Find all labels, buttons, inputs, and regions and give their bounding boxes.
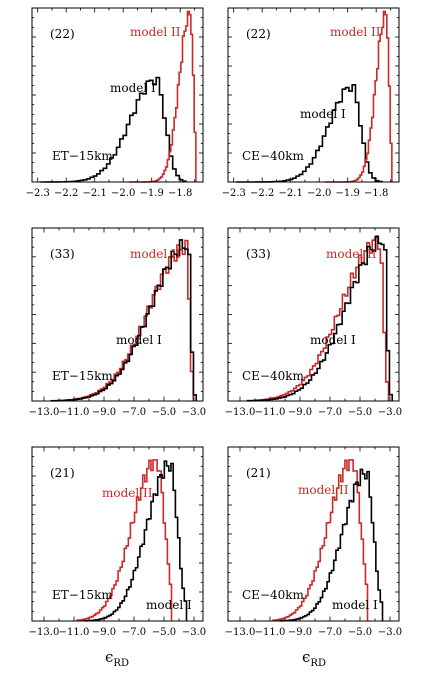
x-tick-label: −5.0 — [348, 407, 372, 418]
xlabel-right: ϵRD — [284, 648, 344, 669]
series-label: model I — [110, 81, 156, 95]
panel-p22-CE: −2.3 −2.2 −2.1 −2.0 −1.9 −1.8 (22) CE−40km model… — [222, 7, 400, 199]
panel-p22-ET: −2.3 −2.2 −2.1 −2.0 −1.9 −1.8 (22) ET−15km model… — [26, 7, 204, 199]
x-tick-label: −5.0 — [348, 627, 372, 638]
x-tick-label: −3.0 — [182, 407, 206, 418]
x-tick-label: −13.0 — [29, 407, 60, 418]
panel-p33-ET: −13.0 −11.0 −9.0 −7.0 −5.0 −3.0 (33) ET−15km mod… — [29, 227, 206, 418]
xlabel-left: ϵRD — [87, 648, 147, 669]
x-tick-label: −13.0 — [225, 627, 256, 638]
detector-label: ET−15km — [52, 149, 113, 163]
x-tick-label: −11.0 — [59, 627, 90, 638]
detector-label: ET−15km — [52, 369, 113, 383]
panel-p21-ET: −13.0 −11.0 −9.0 −7.0 −5.0 −3.0 (21) ET−15km mod… — [29, 446, 206, 638]
x-tick-label: −3.0 — [182, 627, 206, 638]
component-label: (22) — [50, 27, 75, 41]
histogram-model-I — [246, 235, 394, 402]
series-label: model II — [330, 25, 381, 39]
xlabel-symbol: ϵ — [105, 648, 114, 666]
x-tick-label: −2.2 — [54, 188, 78, 199]
series-label: model II — [326, 247, 377, 261]
series-label: model II — [102, 486, 153, 500]
x-tick-label: −7.0 — [318, 627, 342, 638]
x-tick-label: −2.3 — [222, 188, 246, 199]
component-label: (33) — [50, 247, 75, 261]
histogram-model-I — [50, 239, 198, 402]
detector-label: CE−40km — [242, 369, 305, 383]
x-tick-label: −2.2 — [250, 188, 274, 199]
xlabel-subscript: RD — [113, 658, 129, 669]
panel-p21-CE: −13.0 −11.0 −9.0 −7.0 −5.0 −3.0 (21) CE−40km mod… — [225, 446, 402, 638]
x-tick-label: −11.0 — [255, 407, 286, 418]
x-tick-label: −9.0 — [288, 407, 312, 418]
x-tick-label: −5.0 — [152, 407, 176, 418]
series-label: model I — [146, 598, 192, 612]
histogram-model-II — [76, 459, 173, 621]
x-tick-label: −13.0 — [29, 627, 60, 638]
series-label: model II — [298, 483, 349, 497]
x-tick-label: −7.0 — [122, 407, 146, 418]
series-label: model I — [332, 598, 378, 612]
xlabel-subscript: RD — [310, 658, 326, 669]
series-label: model I — [300, 107, 346, 121]
x-tick-label: −2.0 — [111, 188, 135, 199]
series-label: model II — [130, 25, 181, 39]
histogram-model-I — [236, 83, 383, 183]
histogram-model-II — [272, 459, 369, 621]
x-tick-label: −1.9 — [140, 188, 164, 199]
x-tick-label: −2.3 — [26, 188, 50, 199]
detector-label: ET−15km — [52, 588, 113, 602]
x-tick-label: −2.1 — [279, 188, 303, 199]
x-tick-label: −7.0 — [122, 627, 146, 638]
component-label: (33) — [246, 247, 271, 261]
series-label: model I — [116, 333, 162, 347]
series-label: model I — [310, 333, 356, 347]
x-tick-label: −13.0 — [225, 407, 256, 418]
histogram-model-II — [246, 236, 390, 402]
x-tick-label: −9.0 — [288, 627, 312, 638]
histogram-model-I — [83, 460, 188, 622]
x-tick-label: −2.1 — [83, 188, 107, 199]
series-label: model II — [130, 247, 181, 261]
xlabel-symbol: ϵ — [302, 648, 311, 666]
component-label: (21) — [50, 466, 75, 480]
x-tick-label: −3.0 — [378, 627, 402, 638]
x-tick-label: −2.0 — [307, 188, 331, 199]
x-tick-label: −5.0 — [152, 627, 176, 638]
detector-label: CE−40km — [242, 149, 305, 163]
component-label: (22) — [246, 27, 271, 41]
x-tick-label: −1.8 — [364, 188, 388, 199]
x-tick-label: −1.9 — [336, 188, 360, 199]
x-tick-label: −11.0 — [255, 627, 286, 638]
x-tick-label: −1.8 — [168, 188, 192, 199]
component-label: (21) — [246, 466, 271, 480]
x-tick-label: −3.0 — [378, 407, 402, 418]
x-tick-label: −11.0 — [59, 407, 90, 418]
x-tick-label: −9.0 — [92, 627, 116, 638]
detector-label: CE−40km — [242, 588, 305, 602]
histogram-model-I — [279, 468, 384, 622]
x-tick-label: −7.0 — [318, 407, 342, 418]
x-tick-label: −9.0 — [92, 407, 116, 418]
panel-p33-CE: −13.0 −11.0 −9.0 −7.0 −5.0 −3.0 (33) CE−40km mod… — [225, 227, 402, 418]
